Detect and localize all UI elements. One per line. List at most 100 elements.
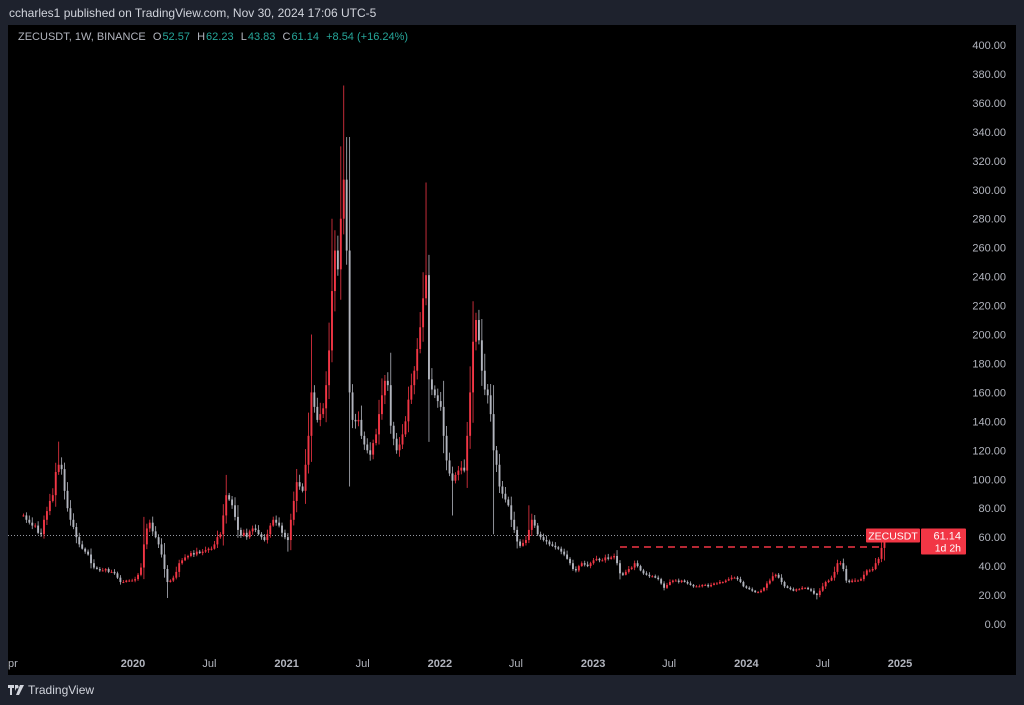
candle-body (392, 425, 395, 439)
candle-body (695, 586, 698, 588)
candle-body (87, 551, 90, 555)
candle-body (645, 573, 648, 575)
candle-body (566, 554, 569, 559)
close-value: 61.14 (291, 31, 319, 43)
candle-body (674, 580, 677, 582)
tradingview-logo-icon (8, 685, 24, 695)
candle-body (51, 495, 54, 501)
candle-body (31, 522, 34, 526)
candle-body (301, 486, 304, 491)
candle-body (724, 580, 727, 583)
candle-body (401, 434, 404, 445)
candle-body (84, 548, 87, 552)
candle-body (213, 544, 216, 549)
candle-body (795, 589, 798, 591)
candle-body (322, 408, 325, 415)
open-label: O (152, 31, 162, 43)
candle-body (733, 577, 736, 579)
candle-body (830, 577, 833, 581)
candle-body (416, 348, 419, 371)
candle-body (583, 563, 586, 565)
symbol-tag (866, 528, 920, 543)
candle-body (372, 443, 375, 455)
candle-body (774, 574, 777, 577)
candle-body (760, 590, 762, 593)
price-axis-label: 320.00 (972, 156, 1006, 168)
candle-body (498, 464, 501, 487)
low-value: 43.83 (247, 31, 276, 43)
candle-body (607, 557, 610, 559)
candle-body (448, 460, 451, 474)
candle-body (504, 493, 507, 500)
candle-body (771, 576, 774, 581)
candle-body (319, 414, 322, 420)
candle-body (636, 563, 639, 567)
candle-body (298, 482, 301, 487)
candle-body (601, 560, 604, 562)
candle-body (765, 583, 768, 588)
candle-body (489, 395, 492, 415)
bar-countdown: 1d 2h (935, 542, 961, 554)
price-axis-label: 20.00 (978, 590, 1006, 602)
candle-body (610, 557, 613, 559)
candle-body (501, 486, 504, 494)
candle-body (395, 438, 398, 451)
candle-body (148, 522, 151, 529)
candle-body (507, 499, 510, 506)
candle-body (37, 525, 40, 533)
candle-body (710, 584, 713, 587)
candle-body (586, 564, 589, 567)
candle-body (854, 580, 857, 582)
candle-body (801, 587, 804, 590)
candle-body (692, 584, 695, 587)
candle-body (569, 558, 571, 564)
candle-body (577, 566, 580, 571)
candle-body (639, 566, 642, 571)
candle-body (410, 385, 413, 400)
candle-body (154, 531, 157, 538)
candle-body (110, 571, 113, 573)
candle-body (348, 250, 351, 393)
tradingview-logo[interactable]: TradingView (8, 683, 94, 697)
candle-body (469, 392, 472, 436)
candle-body (689, 583, 692, 585)
candle-body (848, 580, 851, 583)
candle-body (648, 574, 651, 577)
price-axis-label: 120.00 (972, 445, 1006, 457)
candle-body (560, 548, 563, 552)
candle-body (428, 275, 430, 380)
candle-body (654, 576, 657, 578)
candle-body (328, 350, 331, 386)
candle-body (698, 586, 701, 588)
candle-body (128, 580, 131, 582)
brand-name: TradingView (28, 683, 95, 697)
candle-body (510, 505, 513, 520)
candle-body (827, 580, 830, 583)
candle-body (868, 570, 871, 572)
chart-pane[interactable]: 400.00 380.00 360.00 340.00 320.00 300.00 280.… (8, 25, 1016, 675)
candle-body (442, 406, 445, 436)
candle-body (425, 275, 427, 299)
candle-body (63, 469, 66, 491)
candle-body (104, 568, 107, 571)
candle-body (45, 511, 48, 520)
candle-body (533, 519, 536, 526)
price-axis-label: 200.00 (972, 330, 1006, 342)
price-axis-label: 160.00 (972, 387, 1006, 399)
candle-body (857, 580, 859, 582)
candle-body (545, 540, 548, 542)
candlestick-chart[interactable]: 400.00 380.00 360.00 340.00 320.00 300.00 280.… (8, 25, 1016, 675)
candle-body (751, 589, 754, 591)
candle-body (351, 392, 354, 420)
publish-header: ccharles1 published on TradingView.com, … (0, 0, 1024, 25)
candle-body (604, 557, 607, 561)
candle-body (718, 582, 721, 584)
candle-body (75, 527, 78, 538)
candle-body (671, 580, 674, 583)
candle-body (572, 563, 574, 569)
time-axis-label: 2023 (581, 658, 605, 670)
candle-body (184, 557, 187, 561)
candle-body (242, 532, 245, 536)
candle-body (836, 563, 839, 572)
candle-body (95, 567, 98, 569)
